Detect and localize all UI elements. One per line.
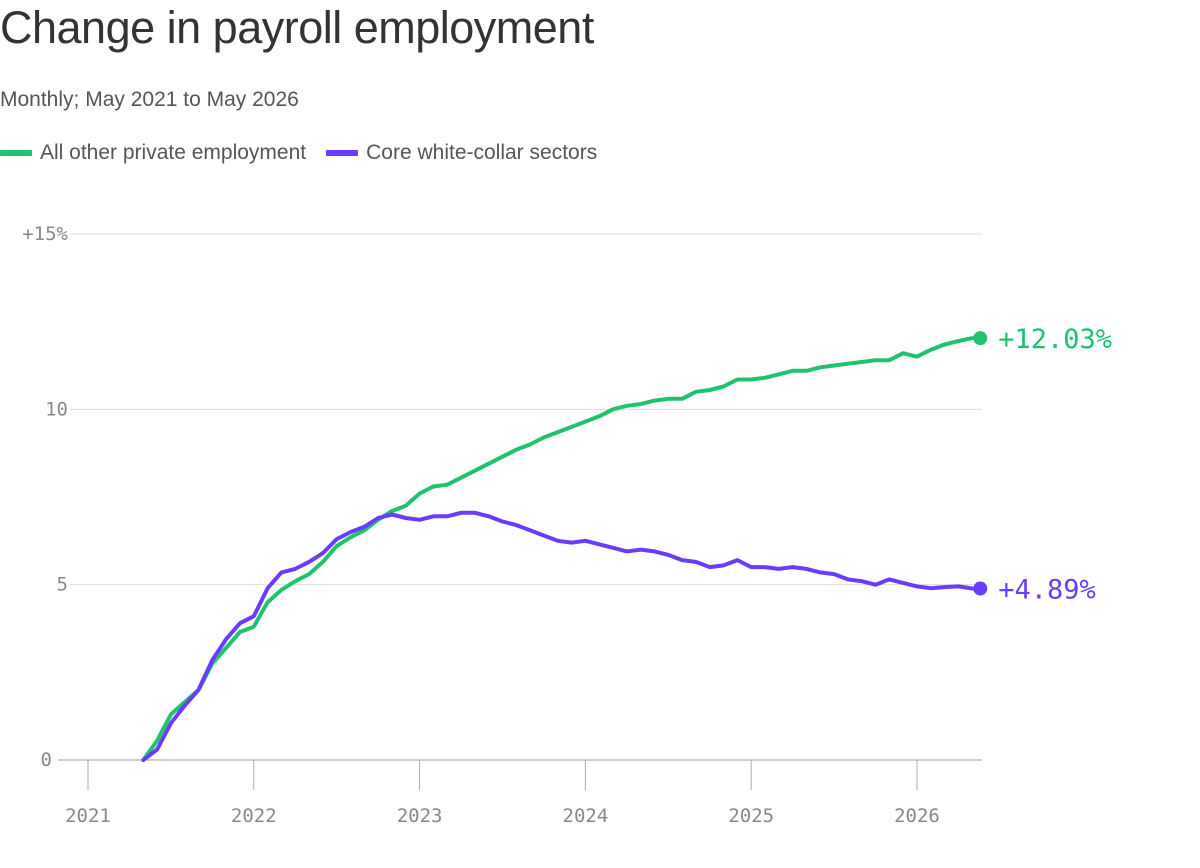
- x-tick-label-3: 2024: [563, 805, 609, 827]
- x-tick-label-2: 2023: [397, 805, 443, 827]
- legend-item-all-other: All other private employment: [0, 141, 306, 165]
- chart-subtitle: Monthly; May 2021 to May 2026: [0, 88, 299, 111]
- legend: All other private employment Core white-…: [0, 141, 617, 165]
- end-marker-white-collar: [973, 581, 988, 596]
- y-tick-label-3: +15%: [22, 223, 68, 245]
- legend-item-white-collar: Core white-collar sectors: [326, 141, 597, 165]
- y-tick-label-0: 0: [41, 749, 52, 771]
- series-line-white-collar: [141, 510, 975, 762]
- legend-swatch-white-collar: [326, 150, 359, 156]
- series-line-all-other: [141, 336, 975, 762]
- end-label-all-other: +12.03%: [998, 324, 1112, 355]
- chart-title: Change in payroll employment: [0, 2, 594, 53]
- x-tick-label-0: 2021: [65, 805, 111, 827]
- legend-swatch-all-other: [0, 150, 32, 156]
- y-tick-label-1: 5: [57, 574, 68, 596]
- end-marker-all-other: [973, 331, 988, 346]
- x-tick-label-1: 2022: [231, 805, 277, 827]
- x-tick-label-4: 2025: [728, 805, 774, 827]
- x-tick-label-5: 2026: [894, 805, 940, 827]
- legend-label-white-collar: Core white-collar sectors: [366, 141, 598, 164]
- legend-label-all-other: All other private employment: [40, 141, 307, 164]
- end-label-white-collar: +4.89%: [998, 575, 1096, 606]
- y-tick-label-2: 10: [45, 398, 68, 420]
